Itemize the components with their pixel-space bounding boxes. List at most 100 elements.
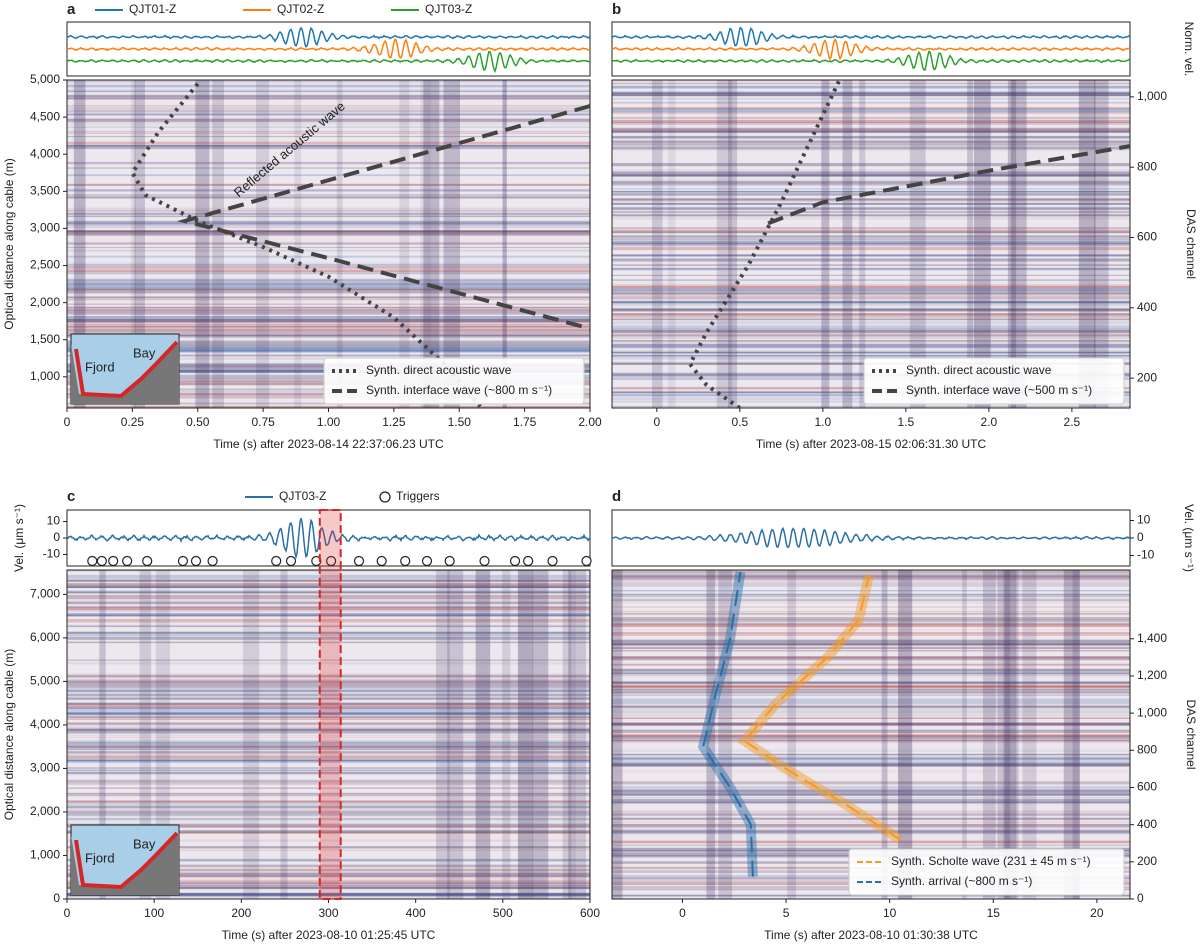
das-band [532,570,549,899]
das-stripe [612,693,1130,696]
das-stripe [67,892,590,895]
das-stripe [612,753,1130,756]
das-stripe [67,594,590,597]
das-stripe [612,840,1130,844]
das-stripe [67,220,590,223]
das-stripe [67,174,590,177]
das-stripe [67,859,590,862]
das-stripe [612,844,1130,846]
das-stripe [612,94,1130,96]
das-stripe [612,796,1130,799]
x-tick-label: 200 [231,906,251,920]
das-stripe [67,875,590,877]
das-stripe [67,80,590,83]
y-axis-label: DAS channel [1184,699,1198,769]
das-stripe [67,715,590,718]
das-stripe [612,321,1130,325]
legend-label: Synth. interface wave (~800 m s⁻¹) [366,383,552,397]
das-stripe [67,781,590,785]
y-tick-label: 3,500 [30,183,60,197]
das-stripe [612,171,1130,175]
das-stripe [67,755,590,758]
das-band [255,80,270,408]
das-stripe [67,723,590,726]
legend-box [863,357,1125,405]
legend-box [848,848,1125,896]
das-stripe [67,267,590,269]
das-stripe [612,694,1130,697]
das-band [139,570,152,899]
das-stripe [67,144,590,147]
das-stripe [612,688,1130,691]
das-stripe [612,187,1130,190]
das-stripe [67,679,590,682]
das-stripe [612,330,1130,333]
das-stripe [612,584,1130,587]
legend-label: QJT01-Z [129,2,176,16]
das-band [336,80,343,408]
das-stripe [67,98,590,100]
das-stripe [67,107,590,110]
legend-label: QJT03-Z [425,2,472,16]
trigger [353,555,365,567]
das-stripe [67,147,590,150]
das-stripe [67,332,590,336]
das-stripe [67,800,590,804]
das-stripe [67,321,590,324]
das-stripe [612,326,1130,329]
das-stripe [67,702,590,705]
das-stripe [67,706,590,710]
das-stripe [67,746,590,749]
das-stripe [612,140,1130,144]
das-stripe [67,718,590,720]
das-stripe [612,674,1130,677]
das-stripe [67,347,590,350]
das-stripe [67,716,590,719]
das-stripe [612,405,1130,408]
y-tick-label: 200 [1137,370,1157,384]
das-stripe [67,278,590,282]
das-stripe [612,92,1130,95]
das-band [423,80,440,408]
das-stripe [612,690,1130,694]
das-band [562,570,572,899]
das-stripe [67,288,590,291]
x-axis-label: Time (s) after 2023-08-10 01:30:38 UTC [764,928,978,942]
das-stripe [612,684,1130,688]
das-stripe [67,229,590,233]
das-stripe [612,162,1130,166]
das-stripe [67,792,590,796]
das-stripe [67,585,590,589]
das-stripe [612,681,1130,684]
das-stripe [67,606,590,609]
das-stripe [67,354,590,357]
das-stripe [612,204,1130,206]
das-stripe [612,146,1130,150]
das-stripe [612,701,1130,703]
das-stripe [612,685,1130,688]
das-stripe [67,712,590,715]
das-stripe [612,813,1130,816]
das-stripe [67,787,590,789]
das-stripe [67,686,590,688]
x-tick-label: 1.75 [513,415,537,429]
trigger [509,555,521,567]
das-stripe [612,828,1130,832]
y-tick-label: 1,000 [1137,705,1167,719]
das-stripe [612,283,1130,286]
das-stripe [612,789,1130,793]
das-stripe [67,591,590,594]
das-stripe [612,254,1130,257]
das-stripe [612,198,1130,202]
x-tick-label: 0 [679,906,686,920]
das-stripe [67,659,590,662]
das-stripe [67,329,590,331]
das-stripe [67,306,590,309]
das-stripe [612,149,1130,151]
das-stripe [67,625,590,628]
das-stripe [612,656,1130,659]
das-stripe [67,794,590,798]
das-stripe [612,741,1130,744]
das-stripe [612,698,1130,702]
das-stripe [67,122,590,126]
